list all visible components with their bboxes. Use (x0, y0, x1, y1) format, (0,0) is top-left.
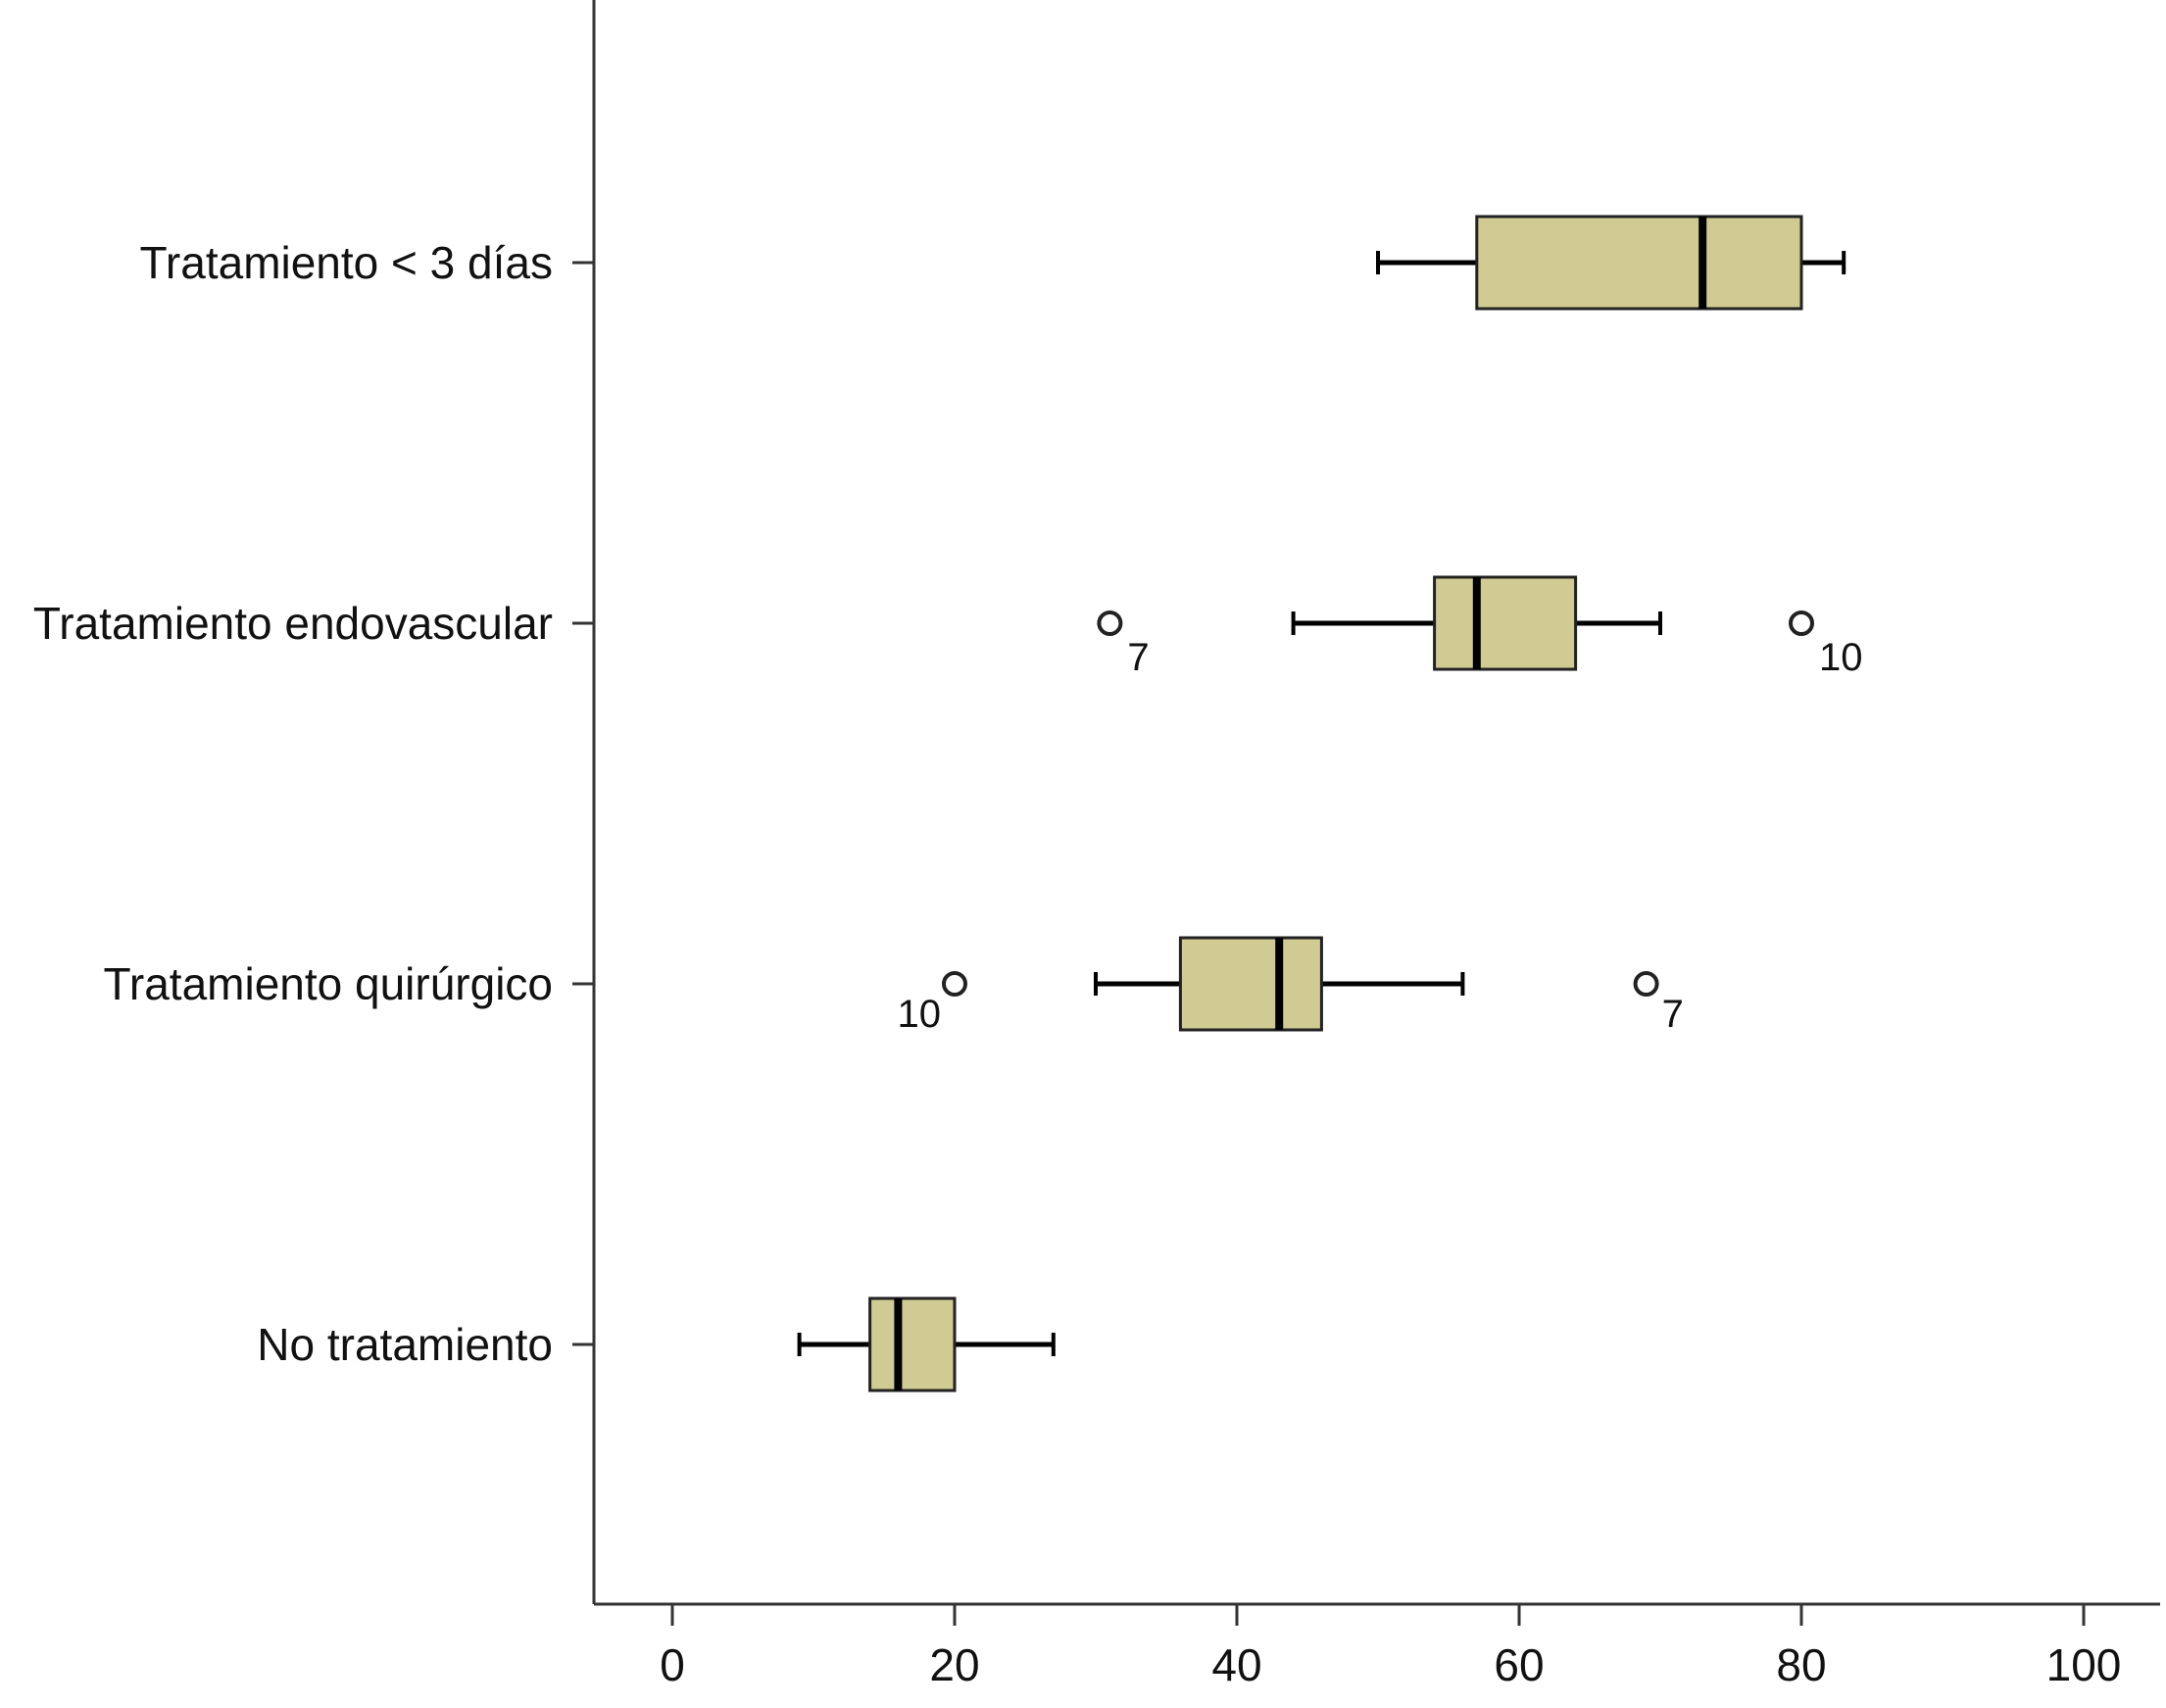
x-tick-label: 20 (929, 1639, 979, 1690)
box-group: 7 10 (1097, 575, 1863, 679)
iqr-box (1178, 936, 1323, 1032)
box-group: 10 7 (898, 936, 1684, 1036)
outlier-point (1789, 610, 1814, 636)
iqr-box (1433, 575, 1578, 671)
x-tick-label: 0 (660, 1639, 685, 1690)
outlier-label: 7 (1662, 993, 1684, 1036)
category-label: Tratamiento quirúrgico (104, 958, 554, 1009)
box-group (797, 1296, 1056, 1392)
outlier-point (1097, 610, 1123, 636)
outlier-label: 7 (1127, 636, 1149, 679)
axis-ticks: 0 20 40 60 80 100 Tratamiento < 3 días Tratamie… (33, 237, 2122, 1690)
iqr-box (868, 1296, 957, 1392)
x-tick-label: 40 (1211, 1639, 1261, 1690)
box-series: 7 10 10 7 (797, 215, 1863, 1392)
category-label: Tratamiento < 3 días (140, 237, 553, 288)
outlier-label: 10 (898, 993, 942, 1036)
category-label: Tratamiento endovascular (33, 598, 553, 649)
outlier-point (942, 971, 967, 997)
outlier-point (1633, 971, 1659, 997)
outlier-label: 10 (1819, 636, 1863, 679)
box-group (1376, 215, 1846, 311)
iqr-box (1475, 215, 1803, 311)
x-tick-label: 60 (1494, 1639, 1544, 1690)
x-tick-label: 100 (2046, 1639, 2122, 1690)
x-tick-label: 80 (1776, 1639, 1826, 1690)
category-label: No tratamiento (257, 1319, 553, 1370)
